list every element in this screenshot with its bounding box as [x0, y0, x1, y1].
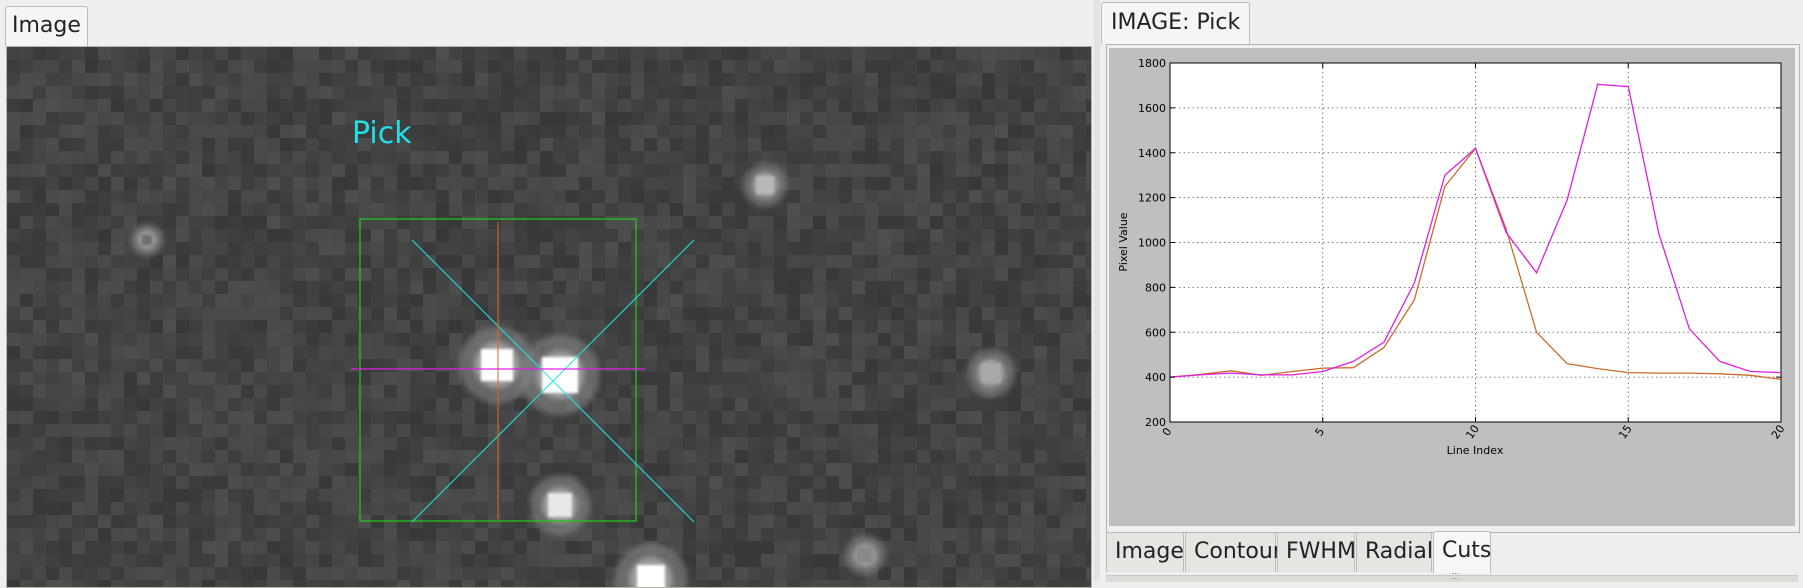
- pick-box[interactable]: [359, 218, 637, 522]
- star-pick-right: [520, 335, 600, 415]
- tab-fwhm[interactable]: FWHM: [1277, 532, 1356, 572]
- series-line-2: [1169, 83, 1782, 378]
- y-tick-label: 400: [1145, 371, 1166, 384]
- cuts-plot-area: 200 400 600 800 1000 1200 1400 1600 1800 0 5 10 15 20…: [1109, 48, 1795, 526]
- star-right: [967, 349, 1015, 397]
- x-tick-label: 0: [1160, 425, 1175, 438]
- star-pick-left: [459, 327, 535, 403]
- tab-image-pick[interactable]: IMAGE: Pick: [1101, 2, 1251, 44]
- pick-plot-panel: 200 400 600 800 1000 1200 1400 1600 1800 0 5 10 15 20…: [1106, 44, 1800, 533]
- y-axis-label: Pixel Value: [1117, 212, 1130, 271]
- y-tick-label: 1600: [1138, 102, 1166, 115]
- star-upper: [743, 163, 787, 207]
- chart-series: [1169, 83, 1782, 381]
- y-tick-label: 1000: [1138, 237, 1166, 250]
- x-tick-label: 5: [1313, 425, 1328, 438]
- panel-splitter[interactable]: [1094, 0, 1100, 581]
- tab-contour-label: Contour: [1194, 539, 1282, 564]
- star-bottom-right: [845, 535, 885, 575]
- chart-grid: [1170, 63, 1781, 422]
- tab-cuts[interactable]: Cuts: [1433, 531, 1491, 573]
- tab-image-pick-label: IMAGE: Pick: [1111, 10, 1241, 35]
- y-tick-label: 800: [1145, 281, 1166, 294]
- tab-cuts-label: Cuts: [1442, 538, 1492, 563]
- pick-diagonal-2: [411, 239, 695, 523]
- stars-layer: [131, 163, 1015, 587]
- chart-ticks: 200 400 600 800 1000 1200 1400 1600 1800 0 5 10 15 20: [1138, 57, 1787, 441]
- x-tick-label: 20: [1769, 423, 1788, 442]
- x-axis-label: Line Index: [1447, 444, 1504, 457]
- plot-background: [1169, 62, 1782, 423]
- star-lower: [530, 475, 590, 535]
- y-tick-label: 1400: [1138, 147, 1166, 160]
- image-viewer[interactable]: Pick: [6, 46, 1092, 588]
- tab-contour[interactable]: Contour: [1185, 532, 1282, 572]
- tab-fwhm-label: FWHM: [1286, 539, 1356, 564]
- noise-texture: [7, 47, 1091, 587]
- star-faint-left: [131, 224, 163, 256]
- tab-radial[interactable]: Radial: [1356, 532, 1433, 572]
- splitter-handle[interactable]: [1452, 573, 1458, 579]
- tab-radial-label: Radial: [1365, 539, 1433, 564]
- y-tick-label: 1200: [1138, 192, 1166, 205]
- tab-image-label: Image: [12, 13, 81, 38]
- image-canvas[interactable]: Pick: [7, 47, 1091, 587]
- y-tick-label: 1800: [1138, 57, 1166, 70]
- tab-image[interactable]: Image: [1106, 532, 1184, 572]
- x-tick-label: 10: [1463, 423, 1482, 442]
- y-tick-label: 200: [1145, 416, 1166, 429]
- pick-label: Pick: [352, 116, 412, 151]
- y-tick-label: 600: [1145, 326, 1166, 339]
- x-tick-label: 15: [1616, 423, 1635, 442]
- star-bottom: [615, 543, 687, 587]
- tab-image-label: Image: [1115, 539, 1184, 564]
- tab-image[interactable]: Image: [5, 6, 88, 46]
